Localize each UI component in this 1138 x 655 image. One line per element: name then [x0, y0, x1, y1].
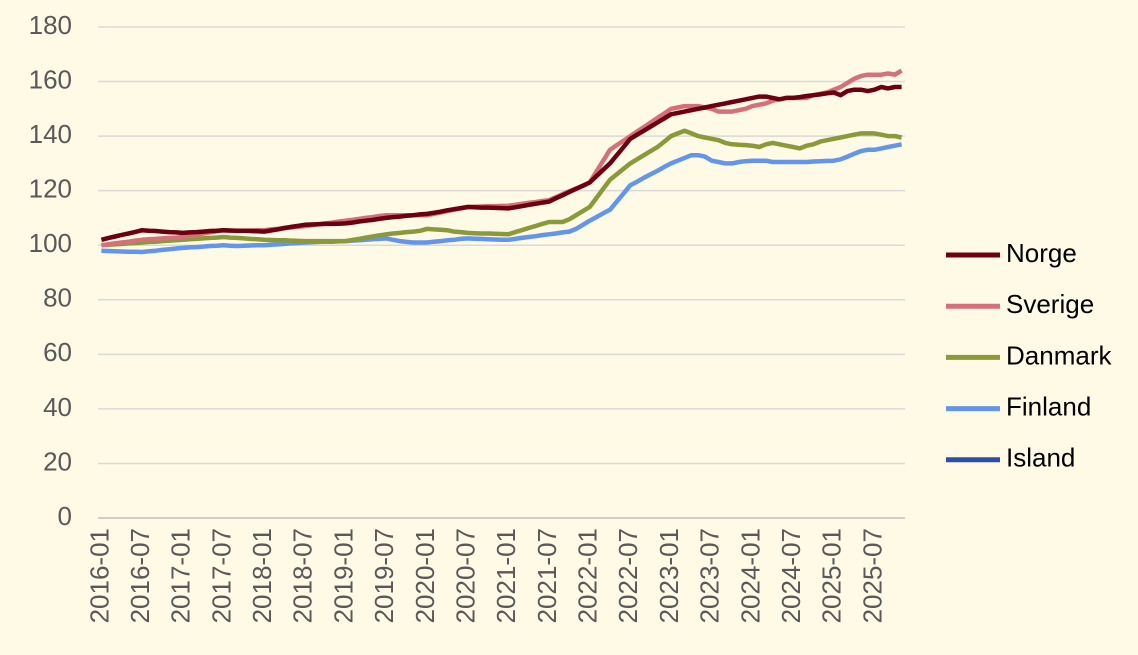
x-tick-label: 2020-07 — [450, 528, 480, 623]
y-tick-label: 60 — [43, 337, 72, 367]
x-tick-label: 2019-01 — [328, 528, 358, 623]
x-tick-label: 2024-01 — [735, 528, 765, 623]
legend-label: Island — [1006, 443, 1075, 473]
x-tick-label: 2022-07 — [613, 528, 643, 623]
y-tick-label: 160 — [29, 64, 72, 94]
legend-label: Sverige — [1006, 289, 1094, 319]
x-tick-label: 2021-07 — [532, 528, 562, 623]
y-tick-label: 40 — [43, 392, 72, 422]
x-tick-label: 2020-01 — [410, 528, 440, 623]
x-tick-label: 2025-07 — [857, 528, 887, 623]
x-tick-label: 2022-01 — [573, 528, 603, 623]
x-tick-label: 2021-01 — [491, 528, 521, 623]
y-tick-label: 0 — [58, 501, 72, 531]
y-tick-label: 100 — [29, 228, 72, 258]
x-tick-label: 2025-01 — [817, 528, 847, 623]
x-tick-label: 2016-01 — [84, 528, 114, 623]
series-line — [101, 128, 903, 248]
x-tick-label: 2018-01 — [247, 528, 277, 623]
x-tick-label: 2019-07 — [369, 528, 399, 623]
x-tick-label: 2016-07 — [125, 528, 155, 623]
x-tick-label: 2018-07 — [288, 528, 318, 623]
series-line — [101, 142, 903, 255]
y-tick-label: 120 — [29, 174, 72, 204]
legend-label: Danmark — [1006, 340, 1112, 370]
y-tick-label: 20 — [43, 446, 72, 476]
y-tick-label: 80 — [43, 283, 72, 313]
x-tick-label: 2023-01 — [654, 528, 684, 623]
y-tick-label: 180 — [29, 10, 72, 40]
x-tick-label: 2017-07 — [206, 528, 236, 623]
legend-label: Finland — [1006, 391, 1091, 421]
x-tick-label: 2023-07 — [695, 528, 725, 623]
x-tick-label: 2024-07 — [776, 528, 806, 623]
x-tick-label: 2017-01 — [166, 528, 196, 623]
legend-label: Norge — [1006, 238, 1077, 268]
series-line — [100, 84, 902, 242]
y-tick-label: 140 — [29, 119, 72, 149]
